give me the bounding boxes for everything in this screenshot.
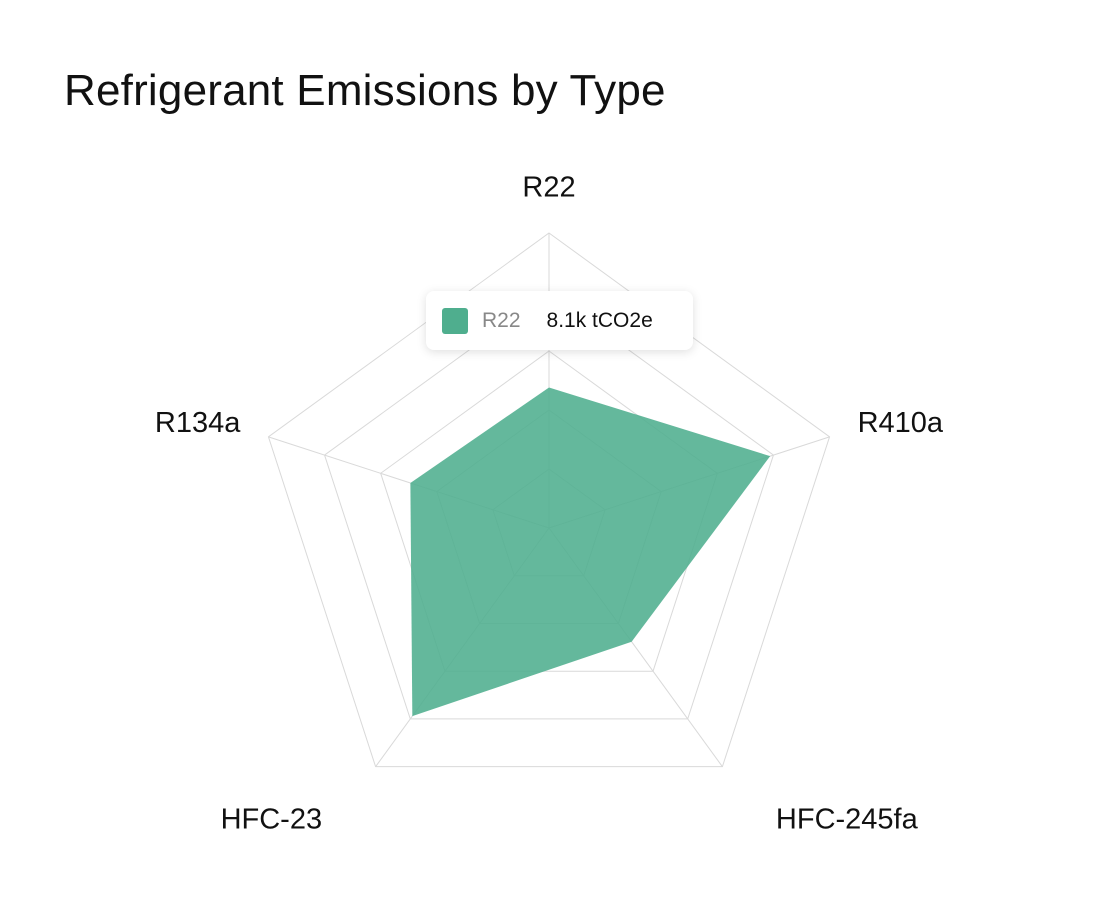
- tooltip: R22 8.1k tCO2e: [426, 291, 693, 350]
- axis-label-r134a: R134a: [155, 407, 241, 439]
- series-area-0[interactable]: [410, 387, 771, 717]
- chart-title: Refrigerant Emissions by Type: [64, 66, 666, 115]
- tooltip-swatch: [442, 307, 468, 334]
- tooltip-value: 8.1k tCO2e: [546, 308, 653, 332]
- series-layer: [410, 387, 771, 717]
- grid-ring-5: [267, 232, 831, 768]
- axis-labels: R22 R410a HFC-245fa HFC-23 R134a: [155, 172, 944, 836]
- tooltip-series-label: R22: [482, 308, 521, 332]
- axis-label-hfc-23: HFC-23: [221, 804, 323, 836]
- axis-label-r22: R22: [522, 172, 575, 204]
- axis-label-hfc-245fa: HFC-245fa: [776, 804, 919, 836]
- axis-label-r410a: R410a: [858, 407, 944, 439]
- grid-ring-4: [323, 291, 775, 720]
